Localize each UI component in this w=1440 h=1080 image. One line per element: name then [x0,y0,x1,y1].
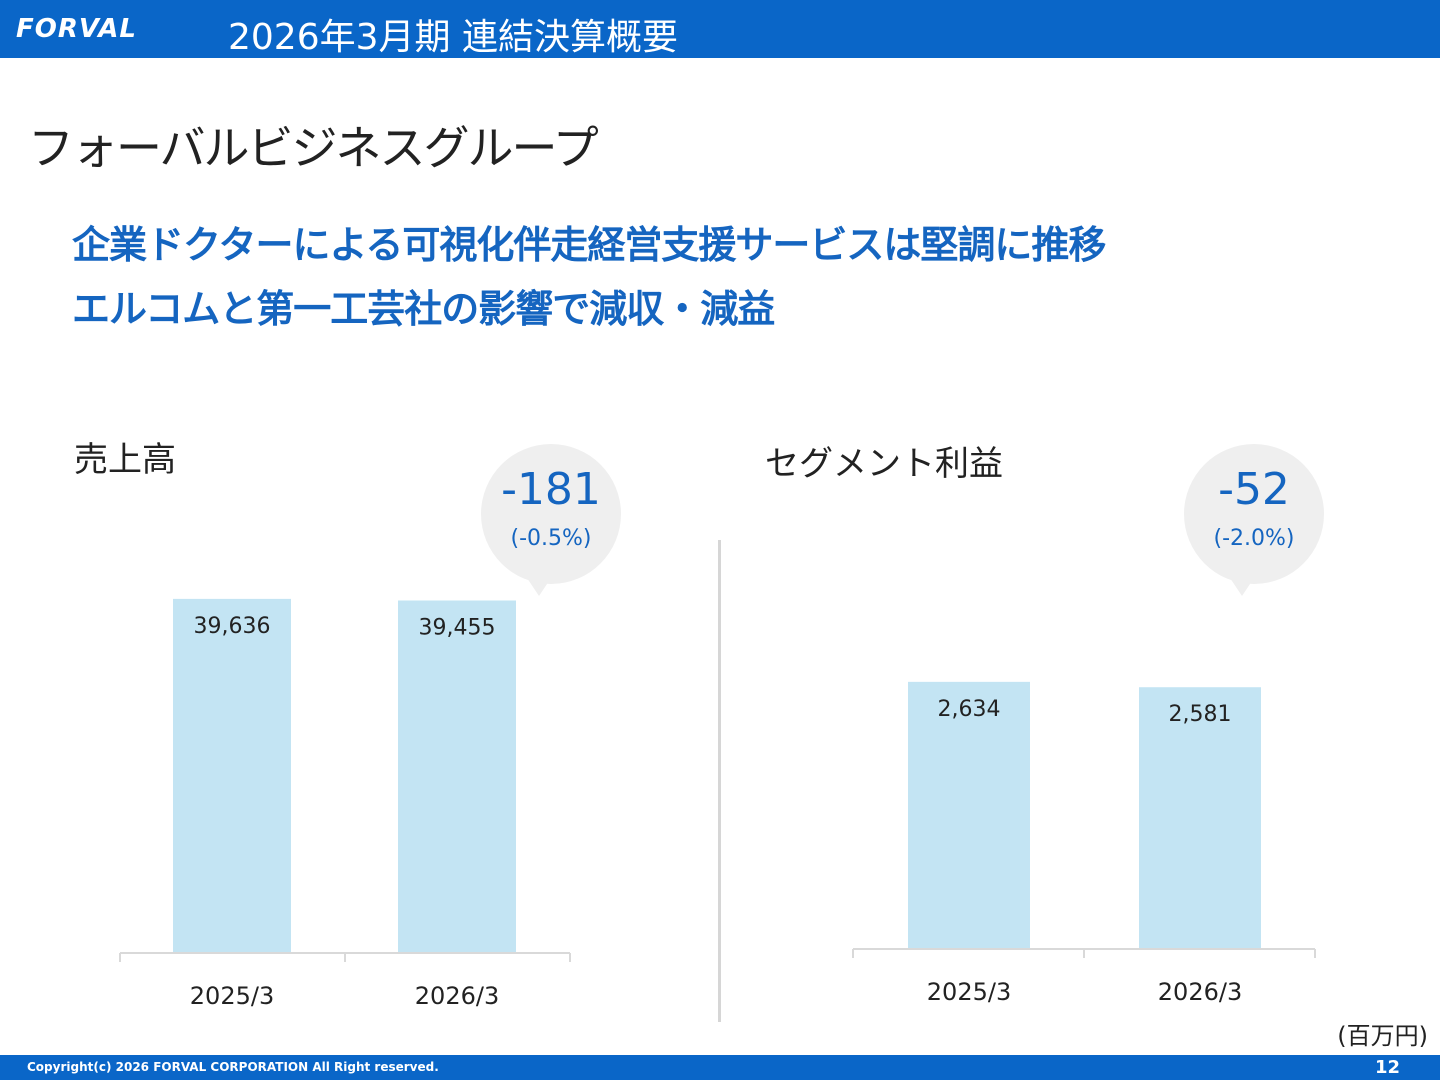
page-title: 2026年3月期 連結決算概要 [228,17,678,58]
profit-category-label: 2025/3 [927,978,1011,1006]
page-number: 12 [1374,1057,1400,1078]
section-title: フォーバルビジネスグループ [28,121,599,175]
profit-change-bubble: -52 (-2.0%) [1184,444,1324,596]
sales-bar-chart: 39,636 2025/3 39,455 2026/3 [119,598,571,1010]
sales-bar-2026-3 [398,600,516,952]
sales-change-pct: (-0.5%) [510,526,592,551]
copyright-text: Copyright(c) 2026 FORVAL CORPORATION All… [27,1060,439,1074]
profit-bar-2025-3 [908,681,1030,948]
headline-line-1: 企業ドクターによる可視化伴走経営支援サービスは堅調に推移 [72,223,1106,267]
profit-change-pct: (-2.0%) [1213,526,1295,551]
sales-change-bubble: -181 (-0.5%) [481,444,621,596]
profit-data-label: 2,634 [938,697,1001,722]
header-bar: FORVAL 2026年3月期 連結決算概要 [0,0,1440,58]
profit-change-value: -52 [1218,464,1290,515]
sales-data-label: 39,636 [194,614,271,639]
headline-line-2: エルコムと第一工芸社の影響で減収・減益 [72,287,775,331]
profit-category-label: 2026/3 [1158,978,1242,1006]
sales-category-label: 2025/3 [190,982,274,1010]
forval-logo: FORVAL [16,14,137,44]
segment-profit-bar-chart: 2,634 2025/3 2,581 2026/3 [852,681,1316,1006]
sales-chart-title: 売上高 [74,440,176,480]
sales-change-value: -181 [501,464,601,515]
profit-data-label: 2,581 [1169,702,1232,727]
sales-bar-2025-3 [173,598,291,952]
footer-bar: Copyright(c) 2026 FORVAL CORPORATION All… [0,1055,1440,1080]
profit-chart-title: セグメント利益 [765,444,1003,484]
sales-category-label: 2026/3 [415,982,499,1010]
unit-label: (百万円) [1337,1022,1428,1050]
profit-bar-2026-3 [1139,687,1261,948]
chart-divider [718,540,721,1022]
sales-data-label: 39,455 [419,615,496,640]
